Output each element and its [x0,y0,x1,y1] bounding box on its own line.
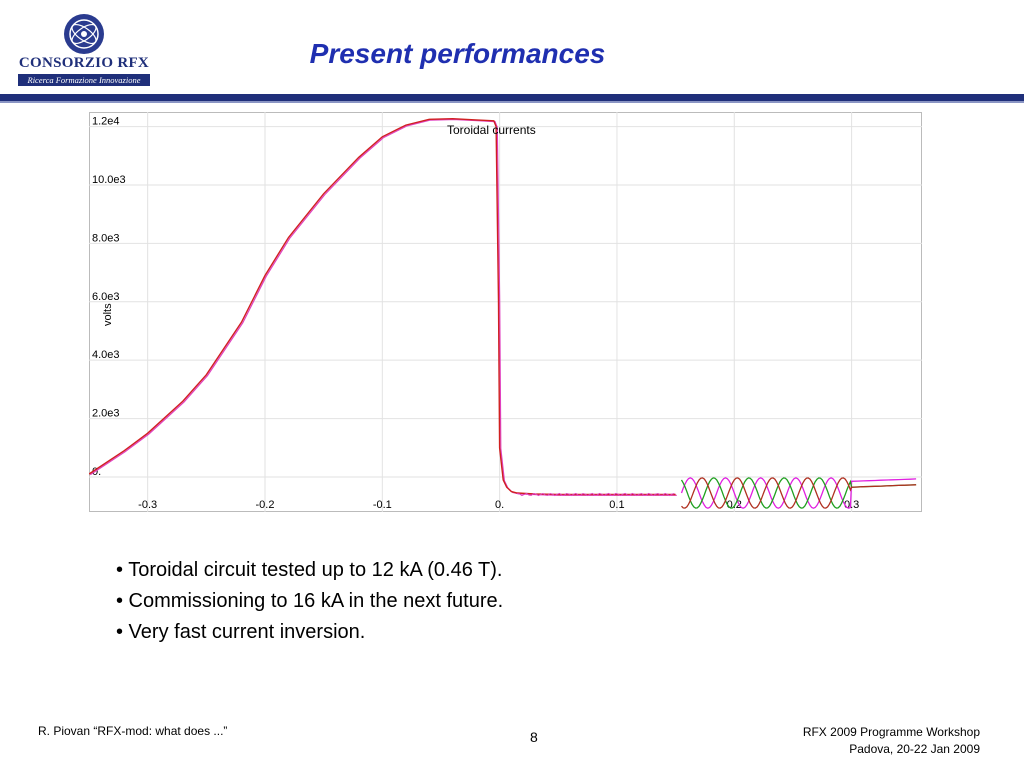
y-tick-label: 1.2e4 [92,116,120,128]
footer-event: RFX 2009 Programme Workshop Padova, 20-2… [803,724,980,758]
oscillation-trace-b [680,477,917,509]
x-tick-label: 0. [495,499,504,511]
bullet-list: • Toroidal circuit tested up to 12 kA (0… [116,555,503,648]
bullet-item: • Toroidal circuit tested up to 12 kA (0… [116,559,503,581]
x-tick-label: 0.3 [844,499,859,511]
logo-emblem-icon [64,14,104,54]
y-tick-label: 0. [92,466,101,478]
y-tick-label: 2.0e3 [92,408,120,420]
y-tick-label: 6.0e3 [92,291,120,303]
x-tick-label: 0.1 [609,499,624,511]
y-tick-label: 4.0e3 [92,349,120,361]
y-tick-label: 8.0e3 [92,232,120,244]
x-tick-label: -0.3 [138,499,157,511]
y-axis-label: volts [102,303,114,326]
chart-frame [89,112,922,512]
logo-tagline: Ricerca Formazione Innovazione [18,74,150,86]
footer-event-name: RFX 2009 Programme Workshop [802,725,980,739]
footer-event-date: Padova, 20-22 Jan 2009 [849,742,980,756]
bullet-item: • Commissioning to 16 kA in the next fut… [116,590,504,612]
slide-title: Present performances [309,38,606,69]
bullet-item: • Very fast current inversion. [116,621,366,643]
post-inversion-noise-trace [517,492,675,497]
x-tick-label: -0.2 [256,499,275,511]
toroidal-current-trace [89,117,676,496]
y-tick-label: 10.0e3 [92,174,126,186]
header-divider [0,94,1024,101]
x-tick-label: -0.1 [373,499,392,511]
oscillation-trace-c [681,477,917,509]
oscillation-trace-a [680,477,917,509]
chart-title: Toroidal currents [447,123,536,137]
page-number: 8 [530,729,538,745]
logo-name: CONSORZIO RFX [18,55,150,71]
footer-author: R. Piovan “RFX-mod: what does ...” [38,724,228,738]
consorzio-rfx-logo: CONSORZIO RFX Ricerca Formazione Innovaz… [14,12,154,86]
header-divider-thin [0,101,1024,103]
toroidal-currents-chart: -0.3 -0.2 -0.1 0. 0.1 0.2 0.30.2.0e34.0e36.0e3… [89,112,922,512]
